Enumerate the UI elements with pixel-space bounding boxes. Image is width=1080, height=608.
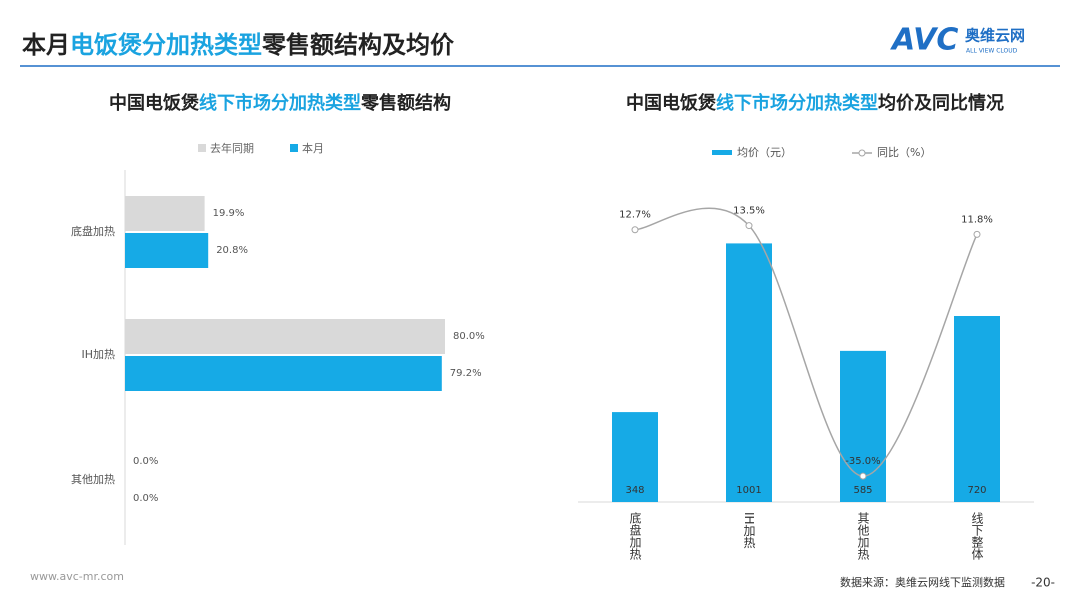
x-tick-label: 底盘加热 [628, 511, 642, 561]
title-part: 零售额结构及均价 [261, 31, 455, 59]
x-tick-label: 其他加热 [856, 512, 870, 561]
legend-swatch [290, 144, 298, 152]
bar [125, 196, 205, 231]
value-label: 19.9% [213, 208, 245, 219]
line-value-label: 11.8% [961, 214, 993, 225]
value-label: 0.0% [133, 493, 158, 504]
value-label: 80.0% [453, 331, 485, 342]
legend-swatch [198, 144, 206, 152]
line-value-label: 12.7% [619, 210, 651, 221]
legend-label: 去年同期 [210, 141, 254, 155]
title-part: 线下市场分加热类型 [199, 92, 361, 114]
footer-source: 数据来源：奥维云网线下监测数据 [840, 575, 1005, 589]
x-tick-label: IH加热 [742, 512, 756, 549]
legend-label: 均价（元） [737, 146, 792, 159]
y-tick-label: 其他加热 [71, 473, 115, 486]
title-part: 零售额结构 [360, 92, 451, 114]
bar [125, 233, 209, 268]
legend-marker [858, 149, 866, 157]
bar [125, 356, 442, 391]
title-part: 本月 [22, 31, 70, 59]
logo-cn: 奥维云网 [965, 27, 1025, 45]
title-part: 中国电饭煲 [109, 92, 200, 114]
logo-en: ALL VIEW CLOUD [966, 48, 1018, 55]
x-tick-label: 线下整体 [970, 512, 984, 561]
legend-label: 同比（%） [877, 146, 931, 159]
line-marker [973, 230, 981, 238]
title-part: 均价及同比情况 [878, 92, 1004, 114]
bar [954, 316, 1000, 502]
chart-title: 中国电饭煲线下市场分加热类型零售额结构 [109, 92, 451, 114]
line-marker [859, 472, 867, 480]
page-number: -20- [1031, 576, 1055, 590]
line-marker [631, 226, 639, 234]
value-label: 0.0% [133, 456, 158, 467]
y-tick-label: 底盘加热 [71, 224, 115, 238]
bar-value-label: 348 [625, 485, 644, 496]
footer-url: www.avc-mr.com [30, 570, 124, 583]
bar [612, 412, 658, 502]
bar-value-label: 1001 [736, 485, 761, 496]
title-part: 中国电饭煲 [626, 92, 717, 114]
line-value-label: -35.0% [845, 456, 880, 467]
bar [125, 319, 445, 354]
line-marker [745, 222, 753, 230]
logo: AVC [890, 23, 958, 58]
legend-swatch [712, 150, 732, 155]
bar-value-label: 585 [853, 485, 872, 496]
line [634, 207, 978, 477]
legend-label: 本月 [302, 141, 324, 155]
title-part: 电饭煲分加热类型 [70, 31, 262, 59]
value-label: 20.8% [216, 245, 248, 256]
line-value-label: 13.5% [733, 206, 765, 217]
value-label: 79.2% [450, 368, 482, 379]
y-tick-label: IH加热 [81, 348, 115, 361]
bar-value-label: 720 [967, 485, 986, 496]
chart-title: 中国电饭煲线下市场分加热类型均价及同比情况 [626, 92, 1004, 114]
slide-title: 本月电饭煲分加热类型零售额结构及均价 [22, 31, 455, 59]
bar [726, 243, 772, 503]
title-part: 线下市场分加热类型 [716, 92, 878, 114]
